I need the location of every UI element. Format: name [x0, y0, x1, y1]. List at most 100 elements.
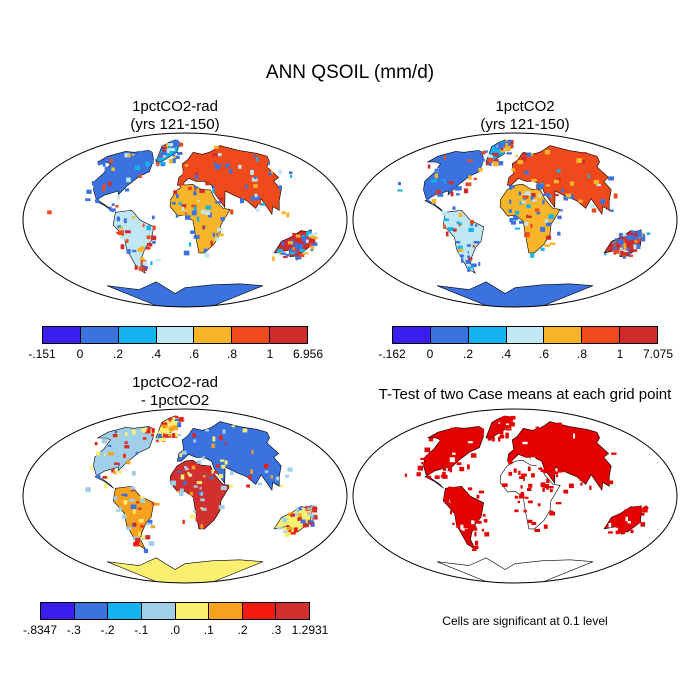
grid-cell [505, 418, 512, 423]
grid-cell [151, 501, 155, 505]
grid-cell [124, 432, 128, 436]
grid-cell [148, 541, 155, 546]
grid-cell [281, 517, 288, 521]
grid-cell [468, 487, 473, 491]
grid-cell [177, 476, 184, 481]
grid-cell [497, 161, 504, 166]
grid-cell [213, 145, 219, 149]
grid-cell [448, 181, 454, 185]
grid-cell [118, 225, 122, 229]
grid-cell [141, 267, 147, 271]
grid-cell [173, 190, 178, 195]
colorbar-tick-label: .2 [112, 347, 124, 361]
grid-cell [281, 211, 286, 215]
grid-cell [509, 185, 514, 189]
grid-cell [86, 189, 92, 194]
grid-cell [536, 183, 542, 187]
grid-cell [465, 182, 472, 187]
colorbar-tick-label: 1 [266, 347, 274, 361]
grid-cell [104, 174, 109, 177]
grid-cell [220, 485, 227, 491]
grid-cell [480, 428, 485, 434]
continent-antarctica [436, 557, 594, 583]
grid-cell [293, 527, 298, 533]
grid-cell [195, 172, 198, 177]
grid-cell [109, 206, 112, 211]
panel-2-title-line1: 1pctCO2 [495, 98, 555, 115]
grid-cell [488, 162, 492, 166]
grid-cell [550, 444, 555, 448]
grid-cell [456, 462, 462, 466]
grid-cell [641, 512, 645, 516]
grid-cell [591, 208, 597, 213]
grid-cell [505, 146, 511, 151]
grid-cell [254, 193, 258, 198]
grid-cell [165, 142, 168, 148]
grid-cell [193, 191, 197, 196]
grid-cell [621, 530, 625, 535]
grid-cell [517, 487, 521, 490]
grid-cell [126, 249, 131, 254]
grid-cell [170, 199, 176, 202]
grid-cell [222, 429, 226, 434]
grid-cell [141, 428, 147, 433]
grid-cell [588, 455, 595, 460]
grid-cell [467, 266, 474, 269]
grid-cell [302, 252, 309, 255]
grid-cell [151, 428, 155, 433]
grid-cell [290, 532, 296, 535]
grid-cell [292, 519, 295, 523]
grid-cell [621, 246, 624, 249]
grid-cell [193, 468, 199, 473]
grid-cell [463, 247, 467, 253]
grid-cell [494, 159, 498, 162]
grid-cell [172, 151, 176, 157]
grid-cell [474, 224, 478, 227]
colorbar-swatch [276, 603, 309, 619]
grid-cell [165, 426, 172, 429]
grid-cell [279, 185, 282, 191]
grid-cell [461, 258, 464, 263]
grid-cell [619, 247, 623, 250]
grid-cell [473, 241, 480, 244]
grid-cell [545, 466, 549, 471]
grid-cell [544, 484, 550, 489]
grid-cell [504, 425, 510, 428]
grid-cell [155, 162, 160, 164]
grid-cell [250, 469, 253, 474]
grid-cell [427, 475, 432, 479]
grid-cell [203, 248, 208, 252]
grid-cell [312, 507, 318, 513]
grid-cell [119, 213, 125, 218]
grid-cell [468, 257, 473, 261]
grid-cell [113, 470, 117, 475]
grid-cell [524, 191, 531, 196]
grid-cell [621, 521, 624, 524]
grid-cell [182, 171, 185, 176]
grid-cell [467, 255, 470, 258]
grid-cell [219, 163, 222, 166]
grid-cell [168, 418, 171, 423]
grid-cell [454, 447, 459, 451]
grid-cell [225, 164, 229, 169]
grid-cell [184, 466, 188, 469]
grid-cell [118, 227, 124, 230]
grid-cell [517, 500, 520, 504]
grid-cell [212, 481, 217, 486]
grid-cell [189, 432, 193, 436]
grid-cell [161, 438, 166, 442]
grid-cell [530, 223, 533, 229]
grid-cell [535, 431, 538, 437]
grid-cell [578, 475, 581, 478]
grid-cell [295, 234, 301, 238]
grid-cell [202, 225, 205, 230]
grid-cell [474, 151, 478, 156]
grid-cell [465, 492, 468, 495]
grid-cell [455, 494, 461, 499]
grid-cell [116, 194, 121, 200]
grid-cell [531, 457, 536, 462]
grid-cell [162, 149, 166, 154]
panel-1-title: 1pctCO2-rad (yrs 121-150) [20, 98, 330, 134]
grid-cell [510, 418, 514, 422]
grid-cell [138, 266, 144, 271]
